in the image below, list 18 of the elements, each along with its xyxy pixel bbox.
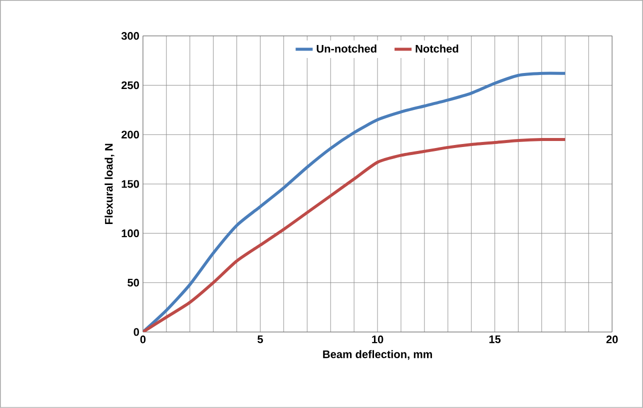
y-tick-label: 100 [122,229,139,238]
line-series [142,138,567,332]
y-tick-label: 150 [122,180,139,188]
y-tick-label: 300 [121,32,139,40]
x-tick-label: 10 [372,336,384,344]
y-tick-label: 200 [122,130,139,139]
x-tick-label: 0 [140,336,146,344]
y-tick-label: 250 [122,81,139,90]
x-tick-label: 15 [489,336,501,344]
line-series [142,72,567,332]
y-axis-title: Flexural load, N [104,144,114,224]
legend-label: Un-notched [316,44,376,53]
x-axis-title: Beam deflection, mm [323,350,432,360]
x-tick-label: 5 [258,336,263,344]
y-tick-label: 50 [128,278,139,287]
x-tick-label: 20 [606,336,618,344]
y-tick-label: 0 [134,328,139,336]
legend-label: Notched [416,44,458,53]
